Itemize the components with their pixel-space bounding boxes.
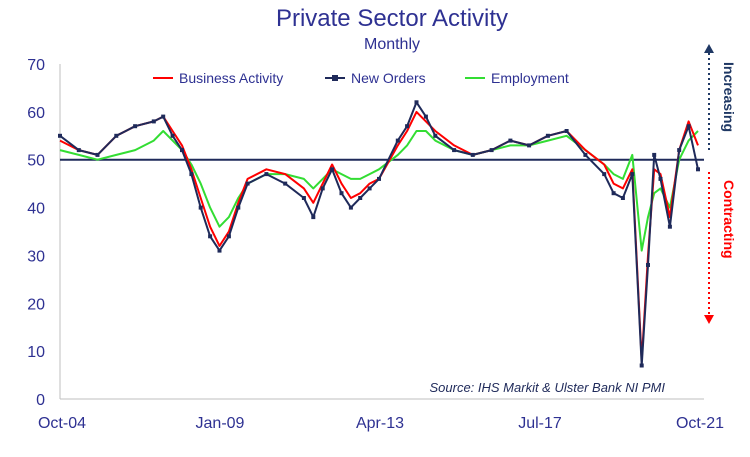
legend: Business Activity New Orders Employment: [153, 70, 569, 86]
data-point-new-orders: [133, 124, 138, 129]
data-point-new-orders: [358, 196, 363, 200]
label-increasing: Increasing: [721, 62, 737, 132]
series-line-orders: [59, 101, 699, 367]
x-axis: Oct-04 Jan-09 Apr-13 Jul-17 Oct-21: [38, 398, 724, 432]
data-point-new-orders: [470, 152, 475, 157]
data-point-new-orders: [433, 133, 438, 138]
data-point-new-orders: [545, 133, 550, 138]
data-point-new-orders: [236, 205, 241, 210]
data-point-new-orders: [58, 133, 62, 138]
data-point-new-orders: [658, 176, 663, 181]
data-point-new-orders: [198, 205, 203, 210]
label-contracting: Contracting: [721, 180, 737, 259]
direction-annotations: Increasing Contracting: [704, 44, 737, 324]
data-point-new-orders: [414, 100, 419, 105]
y-tick-label: 0: [36, 392, 45, 409]
data-point-new-orders: [639, 363, 644, 368]
arrow-increasing-head: [704, 44, 714, 53]
data-point-new-orders: [652, 152, 657, 157]
data-point-new-orders: [564, 129, 569, 133]
data-point-new-orders: [395, 138, 400, 143]
data-point-new-orders: [95, 152, 100, 157]
data-point-new-orders: [686, 124, 691, 129]
data-point-new-orders: [114, 133, 119, 138]
y-tick-label: 30: [27, 248, 45, 265]
x-tick-label: Oct-21: [676, 415, 724, 432]
data-point-new-orders: [348, 205, 353, 210]
data-point-new-orders: [508, 138, 513, 143]
legend-label-business-activity: Business Activity: [179, 70, 283, 86]
data-point-new-orders: [311, 215, 316, 220]
y-tick-label: 40: [27, 201, 45, 218]
data-point-new-orders: [180, 148, 184, 153]
data-point-new-orders: [217, 248, 222, 253]
data-point-new-orders: [170, 133, 175, 138]
data-point-new-orders: [667, 224, 672, 229]
data-point-new-orders: [339, 191, 344, 196]
data-point-new-orders: [189, 172, 194, 177]
data-point-new-orders: [208, 234, 213, 239]
data-point-new-orders: [583, 152, 588, 157]
data-point-new-orders: [151, 119, 156, 124]
data-point-new-orders: [283, 181, 288, 186]
data-point-new-orders: [646, 263, 650, 267]
data-point-new-orders: [330, 167, 335, 172]
data-point-new-orders: [264, 172, 269, 177]
data-point-new-orders: [452, 148, 457, 153]
data-point-new-orders: [620, 196, 625, 200]
legend-label-new-orders: New Orders: [351, 70, 426, 86]
data-point-new-orders: [245, 181, 250, 186]
x-tick-label: Oct-04: [38, 415, 86, 432]
x-tick-label: Apr-13: [356, 415, 404, 432]
legend-marker-new-orders: [332, 75, 338, 81]
data-point-new-orders: [367, 186, 372, 191]
data-point-new-orders: [677, 148, 682, 153]
data-point-new-orders: [423, 114, 428, 119]
data-point-new-orders: [301, 196, 306, 200]
x-tick-label: Jan-09: [196, 415, 245, 432]
series-line-employment: [59, 130, 699, 252]
y-tick-label: 20: [27, 296, 45, 313]
y-tick-label: 10: [27, 344, 45, 361]
y-axis: 0 10 20 30 40 50 60 70: [27, 57, 61, 409]
series-layer: [58, 100, 700, 368]
arrow-contracting-head: [704, 315, 714, 324]
legend-label-employment: Employment: [491, 70, 569, 86]
x-tick-label: Jul-17: [518, 415, 562, 432]
data-point-new-orders: [630, 172, 635, 177]
data-point-new-orders: [161, 114, 166, 119]
data-point-new-orders: [611, 191, 616, 196]
y-tick-label: 70: [27, 57, 45, 74]
data-point-new-orders: [320, 186, 325, 191]
data-point-new-orders: [602, 172, 607, 177]
y-tick-label: 50: [27, 153, 45, 170]
data-point-new-orders: [527, 143, 532, 148]
chart-title: Private Sector Activity: [276, 5, 508, 32]
data-point-new-orders: [76, 148, 81, 153]
chart-subtitle: Monthly: [364, 36, 420, 53]
series-line-business: [59, 110, 699, 362]
data-point-new-orders: [377, 176, 381, 181]
data-point-new-orders: [226, 234, 231, 239]
data-point-new-orders: [696, 167, 700, 172]
data-point-new-orders: [405, 124, 410, 129]
source-note: Source: IHS Markit & Ulster Bank NI PMI: [429, 380, 665, 395]
y-tick-label: 60: [27, 105, 45, 122]
data-point-new-orders: [489, 148, 494, 153]
